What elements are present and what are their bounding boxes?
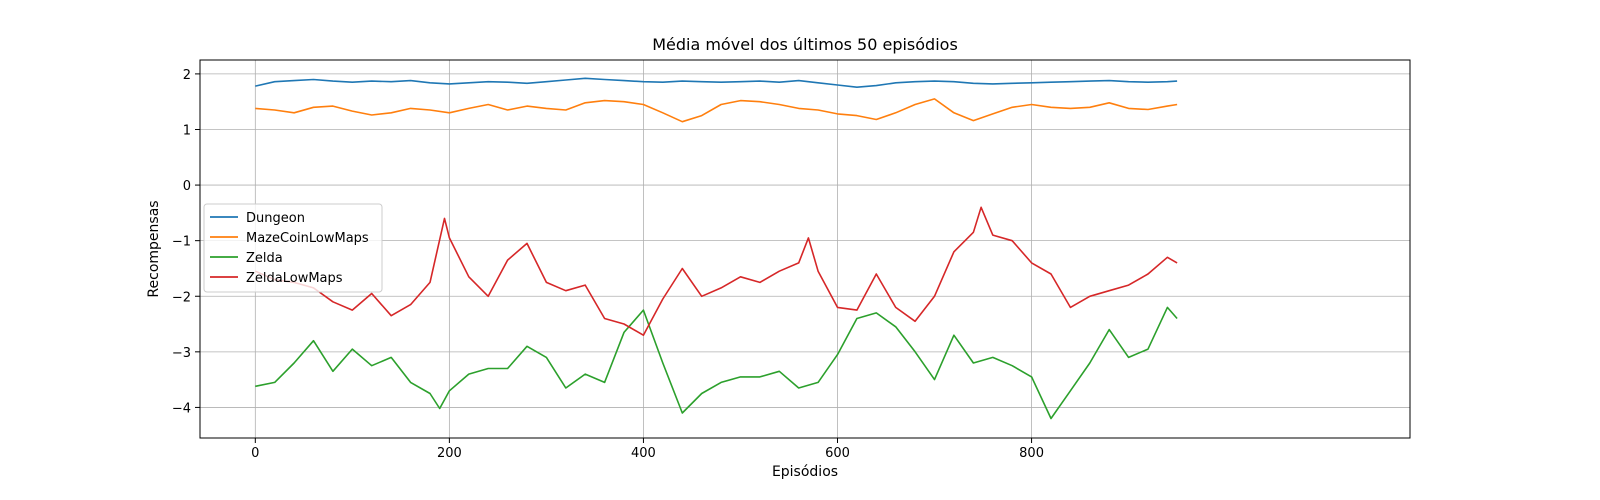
legend-label-zelda: Zelda — [246, 251, 283, 266]
x-tick-label: 800 — [1019, 446, 1044, 461]
plot-frame — [199, 59, 1411, 439]
y-tick-label: 0 — [183, 179, 191, 194]
y-tick-label: −1 — [172, 235, 191, 250]
y-tick-label: 2 — [183, 68, 191, 83]
series-line-mazecoinlowmaps — [255, 98, 1178, 123]
legend-box — [203, 203, 383, 293]
y-tick-label: 1 — [183, 123, 191, 138]
series-line-zelda — [255, 306, 1178, 420]
y-axis-label: Recompensas — [146, 200, 162, 297]
legend-label-mazecoinlowmaps: MazeCoinLowMaps — [246, 231, 369, 246]
series-line-zeldalowmaps — [254, 206, 1178, 337]
x-tick-label: 400 — [631, 446, 656, 461]
x-tick-label: 600 — [825, 446, 850, 461]
legend: Dungeon MazeCoinLowMaps Zelda ZeldaLowMaps — [203, 203, 383, 293]
legend-label-dungeon: Dungeon — [246, 211, 305, 226]
series-line-dungeon — [255, 77, 1178, 88]
chart-title: Média móvel dos últimos 50 episódios — [652, 35, 958, 54]
axis-ticks: 0 200 400 600 800 2 1 0 −1 −2 −3 −4 — [172, 68, 1044, 461]
y-tick-label: −4 — [172, 401, 191, 416]
y-tick-label: −3 — [172, 346, 191, 361]
series-lines — [254, 77, 1178, 420]
grid — [200, 60, 1410, 438]
y-tick-label: −2 — [172, 290, 191, 305]
x-tick-label: 0 — [251, 446, 259, 461]
legend-label-zeldalowmaps: ZeldaLowMaps — [246, 271, 343, 286]
x-axis-label: Episódios — [772, 464, 838, 480]
x-tick-label: 200 — [437, 446, 462, 461]
